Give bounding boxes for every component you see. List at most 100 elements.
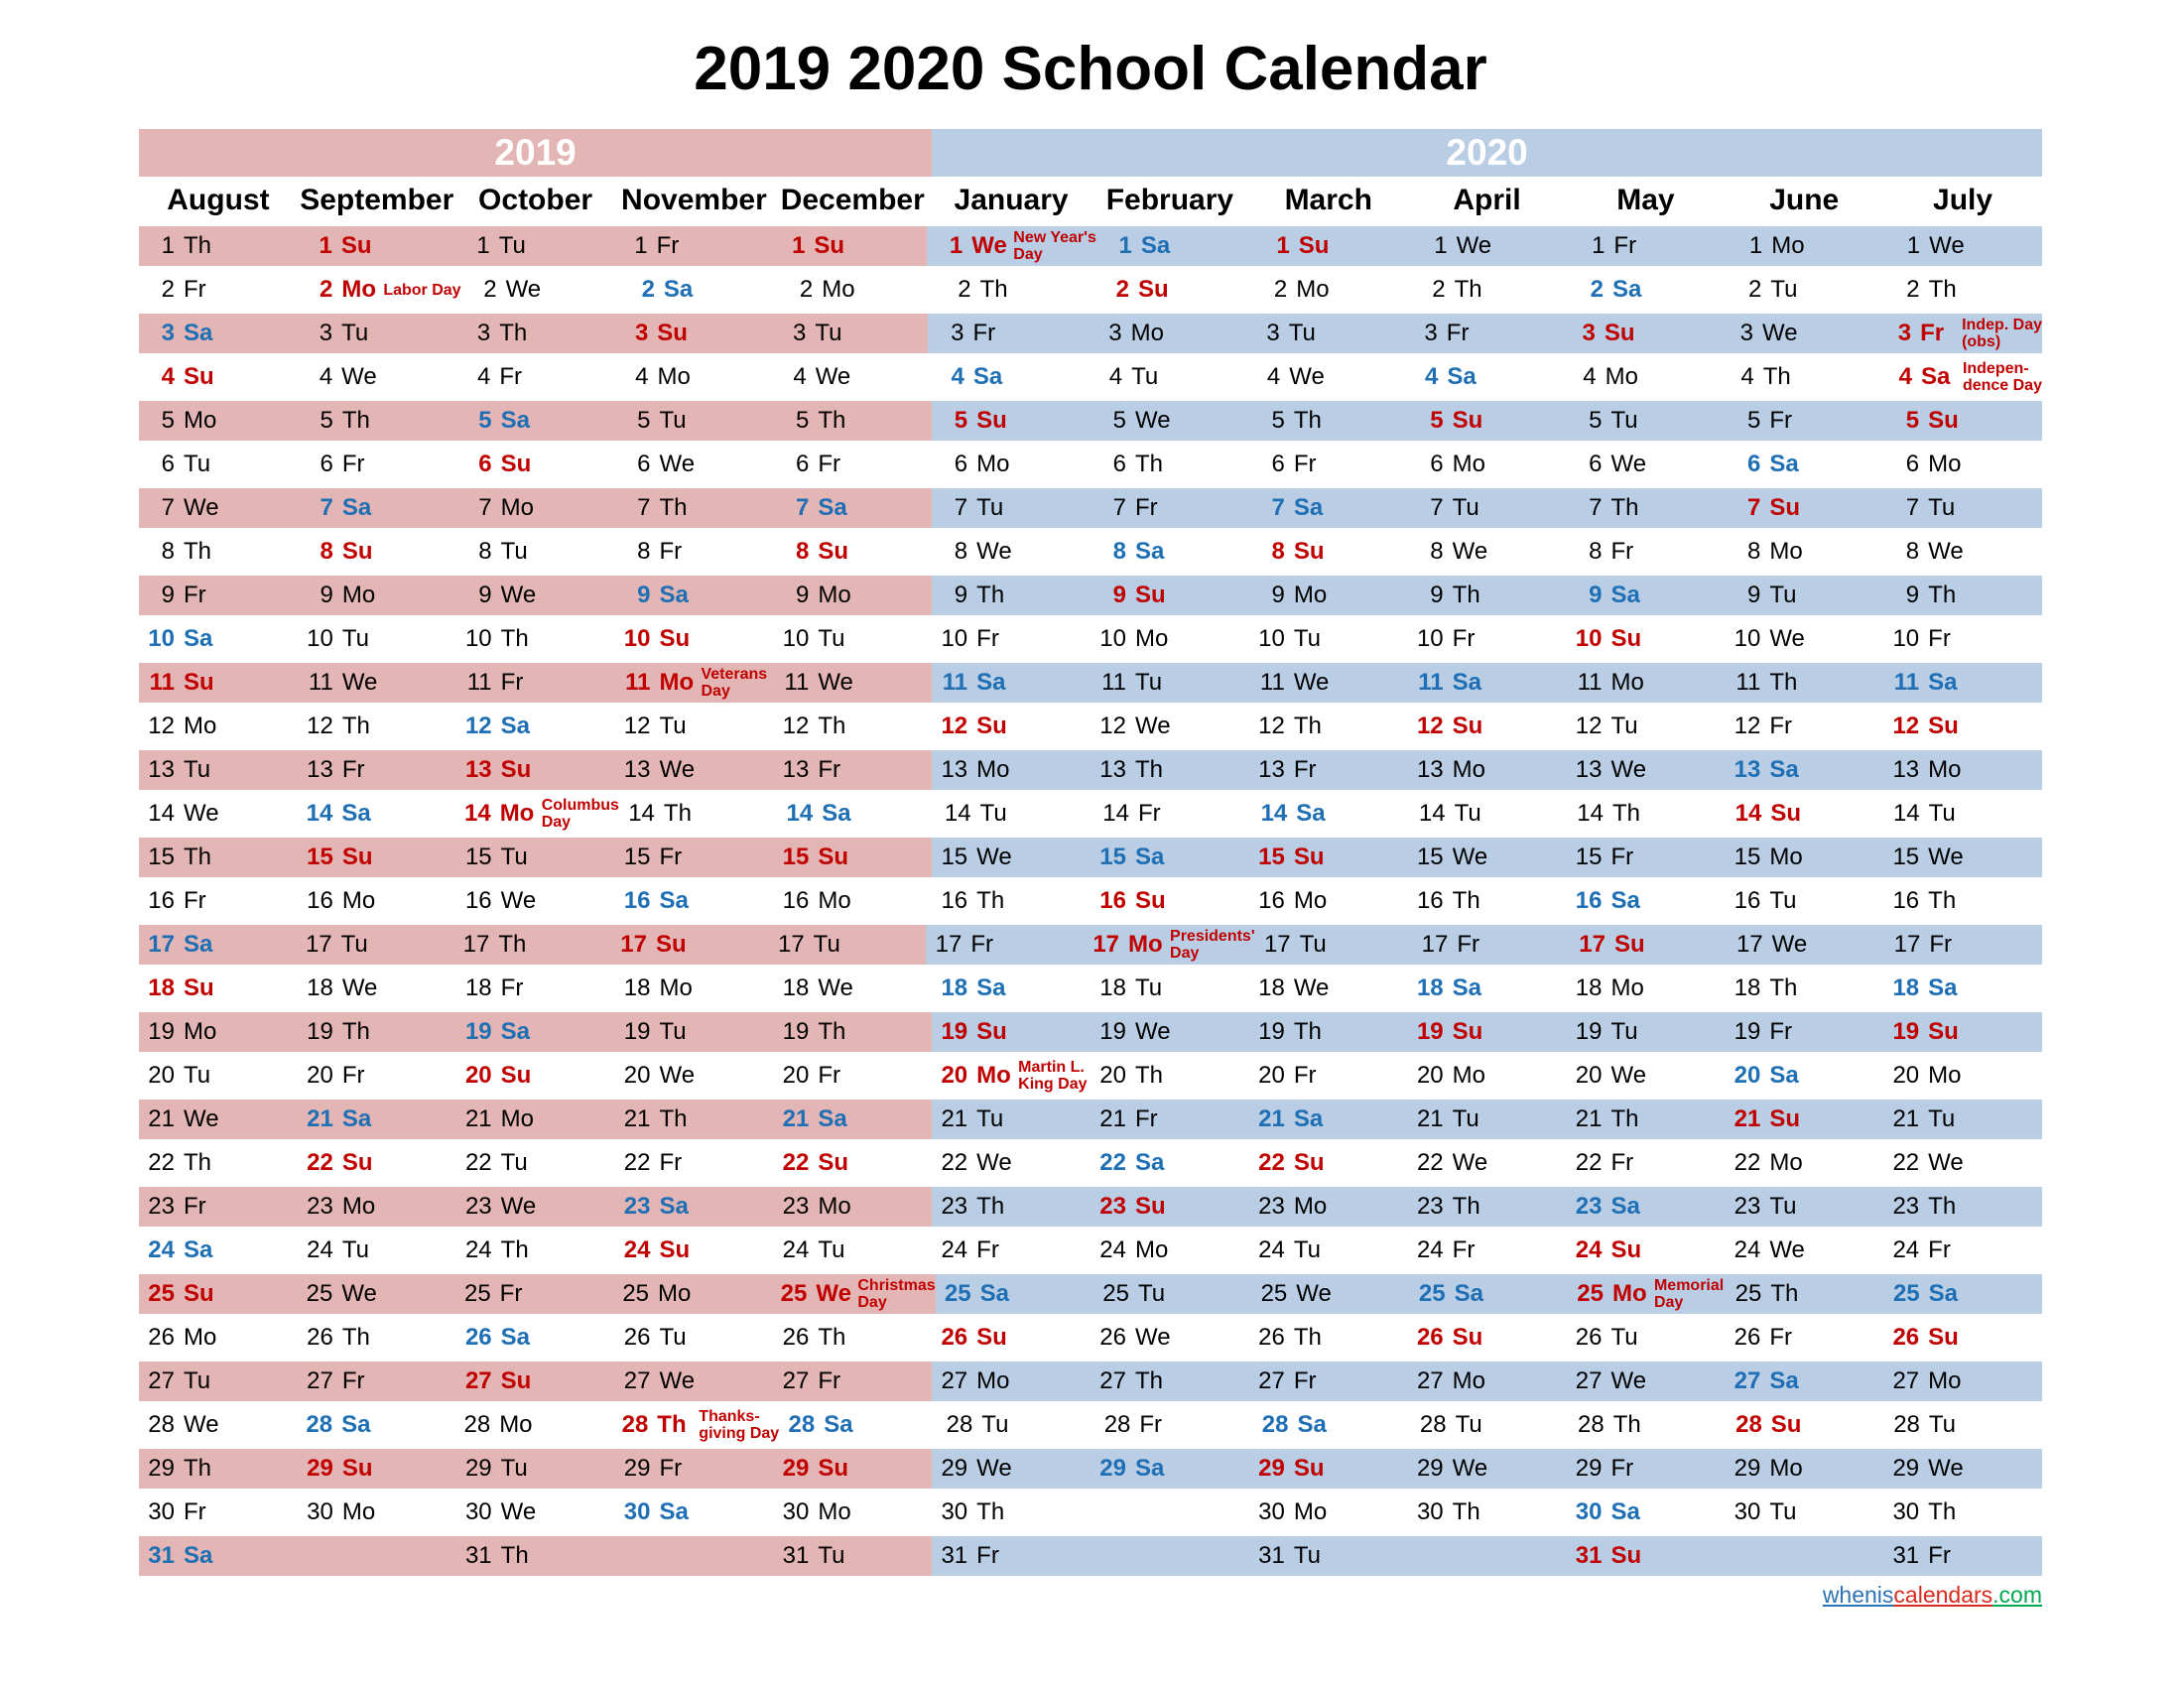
weekday-abbr: Th — [1293, 1324, 1322, 1351]
day-number: 10 — [1575, 625, 1603, 652]
day-cell: 22 We — [1883, 1143, 2042, 1183]
weekday-abbr: Mo — [976, 1062, 1011, 1089]
day-number: 26 — [941, 1324, 968, 1351]
day-cell: 6 Sa — [1725, 445, 1883, 484]
holiday-label: Indep. Day (obs) — [1962, 317, 2042, 350]
day-number: 23 — [782, 1193, 810, 1220]
day-number: 21 — [1892, 1105, 1920, 1132]
day-cell: 5 Sa — [455, 401, 615, 441]
weekday-abbr: Mo — [1771, 232, 1805, 259]
weekday-abbr: Sa — [979, 1280, 1009, 1307]
day-number: 18 — [1575, 974, 1603, 1001]
day-number: 9 — [1430, 582, 1444, 608]
weekday-abbr: Su — [1293, 538, 1325, 565]
day-cell: 23 We — [455, 1187, 615, 1227]
day-number: 10 — [148, 625, 175, 652]
weekday-abbr: We — [500, 1498, 537, 1525]
weekday-abbr: We — [1928, 1455, 1964, 1482]
day-cell: 21 Sa — [297, 1100, 456, 1139]
day-cell: 16 Sa — [1566, 881, 1725, 921]
day-number: 19 — [623, 1018, 651, 1045]
day-cell: 5 Su — [1883, 401, 2042, 441]
day-cell: 19 Tu — [614, 1012, 774, 1052]
day-row-28: 28 We 28 Sa 28 Mo 28 Th Thanks-giving Day 28 Sa 28 T… — [139, 1403, 2042, 1447]
weekday-abbr: Tu — [981, 1411, 1009, 1438]
day-cell: 13 Tu — [139, 750, 298, 790]
day-cell: 5 Th — [297, 401, 456, 441]
weekday-abbr: Sa — [184, 931, 213, 958]
day-number: 25 — [1734, 1280, 1762, 1307]
weekday-abbr: Th — [499, 320, 528, 346]
weekday-abbr: Tu — [1928, 494, 1956, 521]
day-cell: 16 Tu — [1725, 881, 1883, 921]
day-number: 3 — [1739, 320, 1753, 346]
weekday-abbr: Tu — [500, 844, 528, 870]
holiday-label-line: Indep. Day — [1962, 317, 2042, 333]
weekday-abbr: Mo — [1128, 931, 1163, 958]
weekday-abbr: Th — [341, 1324, 370, 1351]
day-cell: 4 We — [1244, 357, 1402, 397]
day-cell: 27 Tu — [139, 1362, 298, 1401]
day-number: 25 — [306, 1280, 333, 1307]
day-cell: 18 Fr — [456, 969, 615, 1008]
day-cell: 22 Su — [298, 1143, 456, 1183]
day-cell: 1 Fr — [1569, 226, 1728, 266]
day-number: 18 — [1258, 974, 1285, 1001]
day-cell: 18 Sa — [1883, 969, 2042, 1008]
day-cell: 29 Tu — [455, 1449, 615, 1489]
day-cell: 29 Sa — [1090, 1449, 1249, 1489]
day-cell: 25 We — [1251, 1274, 1410, 1314]
day-number: 23 — [1416, 1193, 1444, 1220]
day-cell: 1 Sa — [1095, 226, 1254, 266]
day-cell: 4 Th — [1719, 357, 1876, 397]
day-cell: 28 Su — [1727, 1405, 1884, 1445]
day-cell: 29 Fr — [614, 1449, 774, 1489]
weekday-abbr: Su — [500, 451, 532, 477]
day-number: 31 — [782, 1542, 810, 1569]
day-cell: 12 Tu — [614, 707, 773, 746]
day-cell: 10 Fr — [1408, 619, 1567, 659]
day-number: 28 — [946, 1411, 973, 1438]
month-header-november: November — [621, 184, 767, 216]
day-number: 27 — [1416, 1367, 1444, 1394]
day-number: 23 — [1575, 1193, 1603, 1220]
day-number: 30 — [464, 1498, 492, 1525]
day-cell: 1 Mo — [1727, 226, 1885, 266]
day-number: 4 — [1898, 363, 1912, 390]
weekday-abbr: We — [818, 974, 853, 1001]
day-cell: 25 Mo — [613, 1274, 772, 1314]
day-number: 22 — [1416, 1149, 1444, 1176]
day-cell: 6 Th — [1091, 445, 1249, 484]
weekday-abbr: Th — [1134, 1062, 1163, 1089]
day-cell: 17 Su — [611, 925, 769, 965]
day-number: 13 — [1575, 756, 1603, 783]
day-number: 2 — [1273, 276, 1288, 303]
weekday-abbr: Sa — [1769, 1367, 1799, 1394]
weekday-abbr: Th — [1928, 582, 1957, 608]
day-cell — [1725, 1536, 1884, 1576]
weekday-abbr: Sa — [663, 276, 694, 303]
weekday-abbr: Tu — [184, 1062, 211, 1089]
day-number: 14 — [944, 800, 971, 827]
site-link[interactable]: wheniscalendars.com — [1823, 1582, 2042, 1609]
day-number: 21 — [782, 1105, 810, 1132]
weekday-abbr: Th — [1928, 887, 1957, 914]
day-number: 10 — [941, 625, 968, 652]
day-number: 17 — [777, 931, 805, 958]
day-cell: 9 Fr — [139, 576, 298, 615]
day-number: 6 — [1905, 451, 1920, 477]
holiday-label: Veterans Day — [701, 666, 767, 700]
weekday-abbr: Fr — [1769, 713, 1792, 739]
day-cell: 9 Mo — [1248, 576, 1408, 615]
weekday-abbr: Tu — [1610, 1018, 1638, 1045]
day-cell: 18 We — [1249, 969, 1408, 1008]
weekday-abbr: Th — [1610, 494, 1639, 521]
day-number: 21 — [623, 1105, 651, 1132]
day-cell: 28 Sa — [1253, 1405, 1411, 1445]
day-cell: 27 Th — [1090, 1362, 1249, 1401]
day-cell: 14 Tu — [936, 794, 1093, 834]
day-cell: 24 Tu — [773, 1231, 932, 1270]
day-number: 12 — [623, 713, 651, 739]
weekday-abbr: We — [659, 1367, 696, 1394]
day-number: 1 — [1592, 232, 1606, 259]
